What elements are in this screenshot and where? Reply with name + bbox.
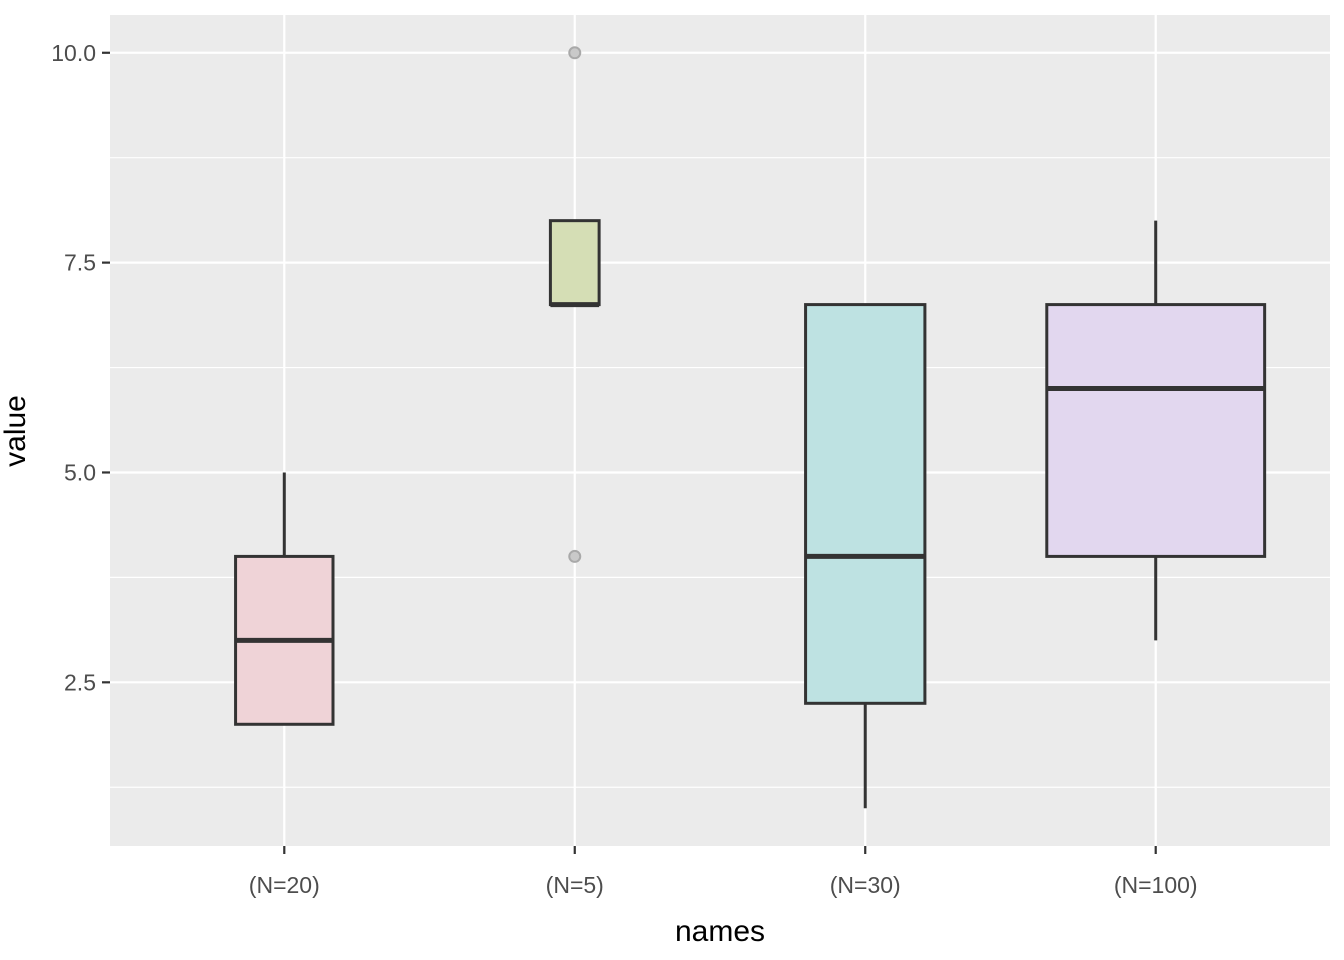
box-iqr	[548, 219, 601, 307]
x-tick-label: (N=100)	[1114, 872, 1198, 898]
y-tick-label: 2.5	[64, 669, 96, 695]
x-axis-title: names	[674, 915, 766, 948]
box-iqr	[1045, 303, 1267, 558]
x-tick-label: (N=5)	[546, 872, 604, 898]
y-axis-title: value	[0, 395, 32, 467]
boxplot-group-(N=30)	[804, 303, 927, 809]
x-tick-label: (N=20)	[249, 872, 320, 898]
boxplot-group-(N=100)	[1045, 220, 1267, 641]
x-tick-label: (N=30)	[830, 872, 901, 898]
outlier-point	[568, 46, 582, 60]
box-iqr	[804, 303, 927, 705]
y-tick-label: 10.0	[51, 40, 96, 66]
outlier-point	[568, 549, 582, 563]
y-tick-label: 7.5	[64, 250, 96, 276]
y-tick-label: 5.0	[64, 459, 96, 485]
boxplot-group-(N=20)	[234, 472, 335, 726]
boxplot-group-(N=5)	[548, 46, 601, 563]
